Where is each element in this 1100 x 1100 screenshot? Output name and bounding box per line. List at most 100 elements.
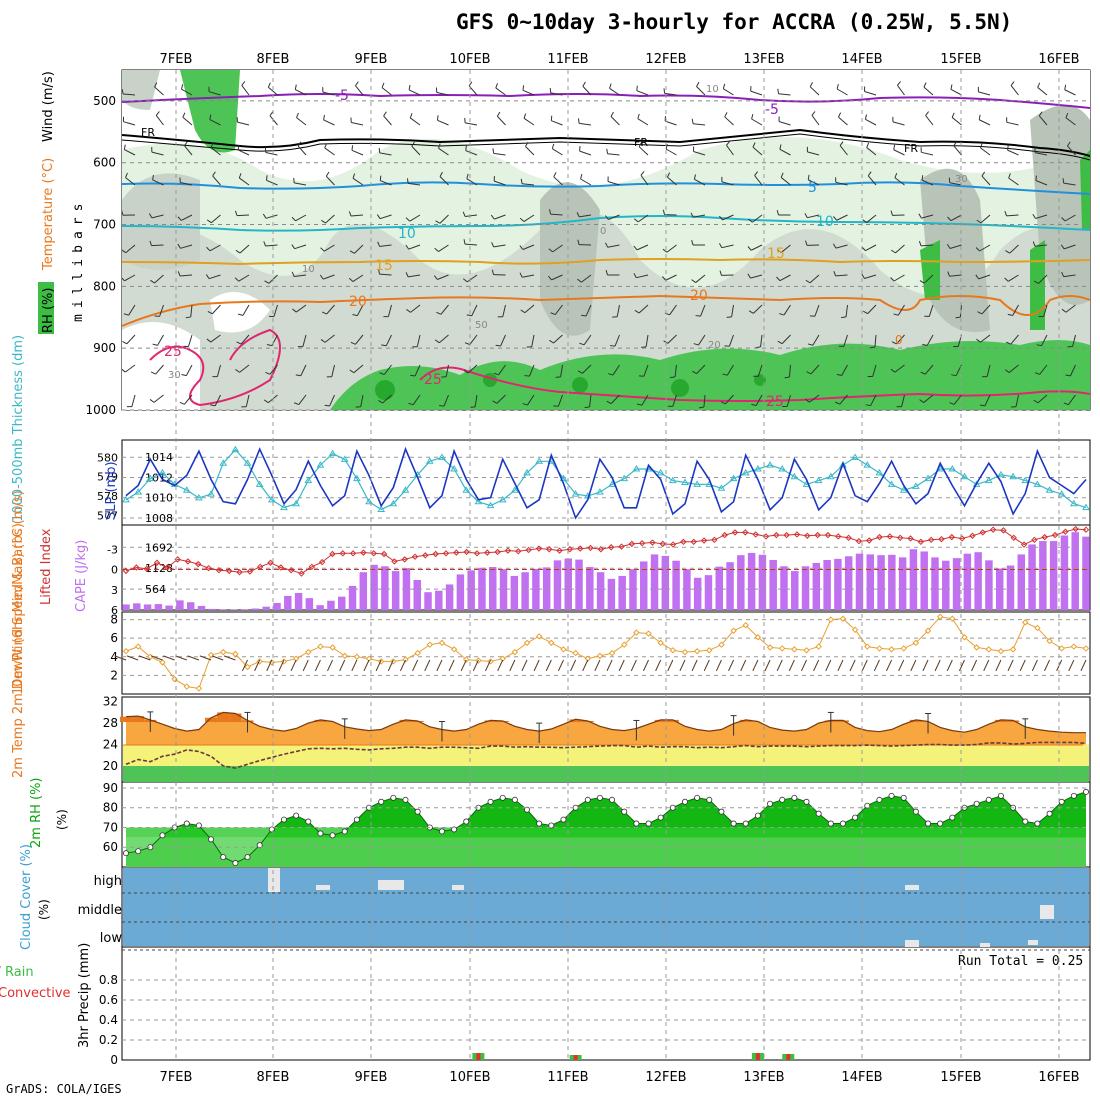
temp-tick: 24: [103, 738, 118, 752]
wind-barb-flag: [841, 316, 847, 319]
wind-barb: [190, 304, 193, 317]
li-point: [752, 531, 759, 538]
li-point: [164, 564, 171, 571]
thickness-point: [474, 497, 483, 505]
wind-barb: [238, 177, 250, 186]
wind-barb-flag: [548, 248, 553, 253]
thickness-point: [219, 459, 228, 466]
wind-barb-flag: [1038, 111, 1043, 117]
wind-barb: [355, 85, 364, 96]
wind-barb: [436, 659, 443, 672]
wind-barb-flag: [751, 114, 754, 120]
wind-barb: [835, 244, 848, 249]
wind-point: [791, 646, 798, 653]
wind-barb-flag: [718, 243, 723, 248]
wind-point: [876, 645, 883, 652]
wind-barb: [323, 119, 335, 126]
rh-point: [997, 792, 1004, 799]
wind-barb: [841, 364, 848, 376]
wind-barb-flag: [291, 271, 295, 277]
wind-barb-flag: [976, 338, 981, 343]
thickness-point: [851, 453, 859, 460]
cape-bar: [284, 595, 292, 610]
wind-barb: [616, 304, 620, 317]
thickness-point: [948, 465, 957, 472]
wind-barb: [614, 334, 620, 347]
wind-barb: [237, 121, 250, 126]
wind-point: [232, 650, 239, 658]
temp-peak: [1007, 720, 1020, 723]
wind-barb: [1068, 394, 1076, 406]
rh-point: [876, 796, 883, 803]
wind-barb: [295, 214, 307, 222]
wind-barb-flag: [522, 85, 525, 91]
wind-barb-flag: [1062, 178, 1065, 184]
wind-barb: [352, 177, 364, 186]
cape-bar: [888, 554, 896, 610]
li-point: [845, 534, 852, 542]
cape-bar: [165, 605, 173, 610]
wind-barb: [410, 304, 421, 313]
li-point: [876, 533, 883, 541]
wind-barb-flag: [436, 311, 442, 315]
wind-point: [693, 648, 701, 655]
wind-barb: [153, 394, 164, 403]
wind-barb-flag: [352, 173, 356, 179]
convective-label: Convective: [0, 986, 71, 1001]
wind-point: [1034, 624, 1041, 632]
wind-barb-flag: [807, 343, 813, 346]
temperature-contours: [122, 93, 1090, 407]
cloud-patch: [452, 885, 464, 890]
wind-barb-flag: [608, 373, 614, 376]
wind-barb-flag: [320, 339, 326, 343]
wind-barb: [290, 659, 297, 672]
cape-bar: [294, 592, 303, 610]
run-total-label: Run Total = 0.25: [958, 954, 1083, 969]
cape-bar: [985, 560, 993, 610]
wind-barb: [211, 304, 221, 315]
wind-barb-flag: [525, 141, 529, 147]
thickness-point: [717, 484, 726, 491]
li-point: [896, 534, 904, 542]
wind-barb-flag: [297, 141, 302, 147]
precip-conv-bar: [786, 1054, 791, 1060]
wind-barb: [124, 364, 136, 373]
wind-barb-flag: [663, 88, 666, 94]
wind-point: [864, 643, 871, 650]
rh-point: [827, 820, 834, 827]
wind-barb-flag: [698, 406, 705, 409]
wind-point: [681, 648, 689, 656]
temp-tick: 28: [103, 716, 118, 730]
li-point: [638, 539, 646, 547]
li-point: [473, 550, 481, 557]
wind-barb-flag: [295, 374, 301, 377]
wind-barb: [411, 145, 421, 156]
wind-barb-flag: [866, 142, 870, 148]
date-label: 8FEB: [257, 1070, 290, 1085]
cape-bar: [262, 606, 270, 610]
cape-bar: [672, 560, 680, 610]
date-label: 11FEB: [547, 52, 588, 67]
wind-barb: [443, 394, 449, 407]
cape-bar: [521, 572, 529, 610]
wind-barb: [339, 659, 346, 672]
wind-barb-flag: [177, 243, 181, 249]
temp-peak: [836, 720, 849, 723]
cape-bar: [661, 555, 670, 610]
wind-barb-flag: [154, 82, 158, 88]
wind-barb: [1035, 180, 1048, 186]
thickness-point: [681, 478, 689, 485]
wind-barb-flag: [409, 113, 413, 119]
wind-barb-flag: [325, 171, 330, 177]
wind-barb: [788, 659, 795, 672]
wind-barb-flag: [267, 82, 271, 88]
wind-barb: [752, 659, 759, 672]
wind-barb-flag: [293, 402, 299, 406]
temp-peak: [666, 719, 679, 723]
wind-barb-flag: [377, 241, 381, 247]
wind-point: [924, 627, 932, 634]
cloud-patch: [1040, 905, 1054, 919]
wind-barb-flag: [434, 339, 440, 344]
wind-barb-flag: [296, 112, 299, 118]
